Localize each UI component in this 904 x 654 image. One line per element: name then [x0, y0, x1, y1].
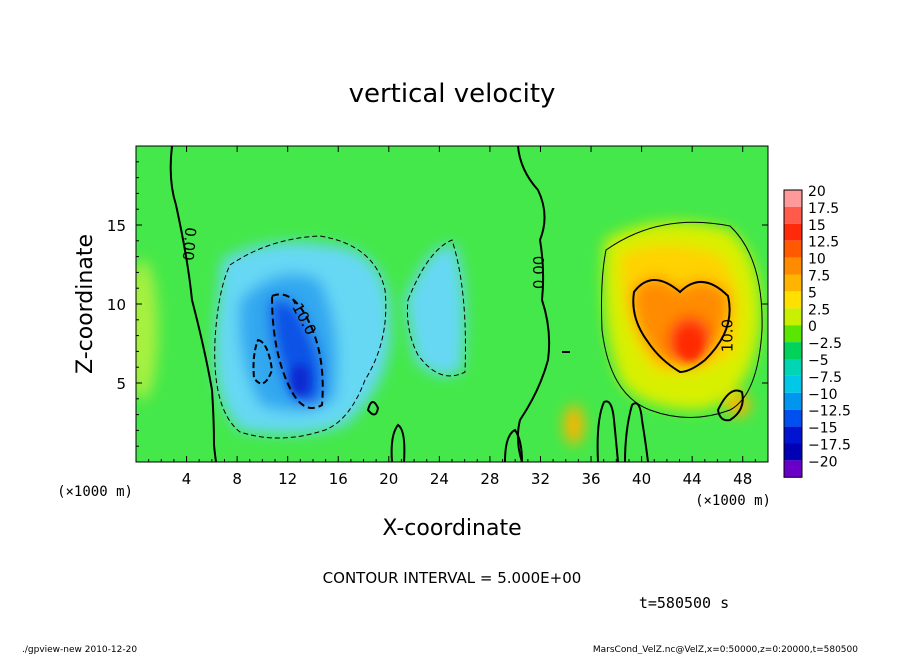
- x-tick-label: 20: [379, 470, 398, 488]
- x-unit-label-left: (×1000 m): [57, 484, 133, 500]
- colorbar-label: −15: [808, 421, 838, 437]
- x-tick-label: 8: [232, 470, 242, 488]
- contour-zero-left: [169, 146, 217, 462]
- x-tick-label: 28: [480, 470, 499, 488]
- colorbar-label: −12.5: [808, 404, 851, 420]
- field-left-edge: [136, 260, 158, 400]
- downdraft-envelope-right: [405, 244, 465, 376]
- contour-minus10-small: [252, 338, 274, 385]
- x-tick-label: 16: [329, 470, 348, 488]
- colorbar-swatch: [784, 291, 802, 309]
- x-tick-label: 4: [182, 470, 192, 488]
- x-unit-label-right: (×1000 m): [695, 493, 771, 509]
- heatmap-field: 0.000.00-10.0 10.0: [136, 146, 768, 462]
- downdraft-peak: [290, 364, 310, 396]
- colorbar-label: 5: [808, 285, 817, 301]
- colorbar-label: 7.5: [808, 269, 830, 285]
- colorbar-swatch: [784, 240, 802, 258]
- contour-finger-1: [596, 400, 619, 462]
- colorbar-label: 15: [808, 218, 826, 234]
- colorbar-swatch: [784, 206, 802, 224]
- contour-label: 10.0: [719, 319, 737, 352]
- colorbar-label: −5: [808, 353, 829, 369]
- colorbar-swatch: [784, 325, 802, 343]
- colorbar-frame: [783, 189, 803, 478]
- colorbar-label: 2.5: [808, 302, 830, 318]
- colorbar-swatch: [784, 392, 802, 410]
- y-tick-label: 5: [116, 375, 126, 393]
- y-tick-label: 15: [107, 217, 126, 235]
- colorbar-swatch: [784, 409, 802, 427]
- contour-plus5: [601, 221, 763, 418]
- time-label: t=580500 s: [639, 594, 729, 612]
- contour-minus10: [270, 293, 324, 409]
- colorbar-swatch: [784, 223, 802, 241]
- updraft-peak: [678, 329, 702, 361]
- x-tick-label: 36: [581, 470, 600, 488]
- colorbar-label: 10: [808, 252, 826, 268]
- y-axis: 5 10 15: [107, 161, 768, 447]
- colorbar-swatch: [784, 190, 802, 207]
- contour-minus5: [214, 235, 387, 439]
- colorbar-label: −2.5: [808, 336, 842, 352]
- colorbar-label: −20: [808, 454, 838, 470]
- colorbar-label: −7.5: [808, 370, 842, 386]
- x-tick-label: 40: [632, 470, 651, 488]
- colorbar-label: 12.5: [808, 235, 839, 251]
- colorbar-swatch: [784, 443, 802, 461]
- y-tick-label: 10: [107, 296, 126, 314]
- x-tick-label: 24: [430, 470, 449, 488]
- contour-bubble: [716, 389, 744, 422]
- colorbar-swatch: [784, 426, 802, 444]
- x-tick-label: 12: [278, 470, 297, 488]
- contour-interval-label: CONTOUR INTERVAL = 5.000E+00: [323, 569, 582, 587]
- colorbar-swatch: [784, 460, 802, 478]
- contour-finger-3: [504, 428, 523, 462]
- colorbar-swatch: [784, 257, 802, 275]
- contour-minus5-right: [407, 239, 466, 377]
- colorbar-swatch: [784, 342, 802, 359]
- footer-left: ./gpview-new 2010-12-20: [22, 645, 137, 654]
- contour-blob: [366, 401, 380, 416]
- x-tick-label: 48: [733, 470, 752, 488]
- contour-finger-2: [624, 402, 649, 462]
- bubble-yellow-right: [726, 393, 750, 417]
- footer-right: MarsCond_VelZ.nc@VelZ,x=0:50000,z=0:2000…: [593, 645, 858, 654]
- x-axis: 4 8 12 16 20 24 28 32 36 40 44 48: [148, 146, 756, 488]
- x-axis-title: X-coordinate: [382, 516, 521, 541]
- colorbar-swatch: [784, 375, 802, 393]
- colorbar-label: −10: [808, 387, 838, 403]
- colorbar-label: 17.5: [808, 201, 839, 217]
- colorbar-swatch: [784, 308, 802, 326]
- contour-finger-4: [390, 423, 406, 462]
- x-tick-label: 44: [683, 470, 702, 488]
- chart-title: vertical velocity: [349, 79, 556, 109]
- contour-zero-middle: [516, 146, 551, 462]
- colorbar-swatch: [784, 274, 802, 292]
- bubble-yellow: [564, 405, 584, 445]
- colorbar-swatch: [784, 359, 802, 376]
- colorbar: 2017.51512.5107.552.50−2.5−5−7.5−10−12.5…: [783, 184, 851, 478]
- colorbar-label: −17.5: [808, 438, 851, 454]
- contour-label: 0.00: [179, 227, 200, 262]
- contour-lines: [169, 146, 763, 462]
- contour-label: 0.00: [530, 256, 548, 289]
- colorbar-label: 0: [808, 319, 817, 335]
- colorbar-label: 20: [808, 184, 826, 200]
- x-tick-label: 32: [531, 470, 550, 488]
- y-axis-title: Z-coordinate: [73, 234, 98, 374]
- contour-plus10: [632, 279, 731, 374]
